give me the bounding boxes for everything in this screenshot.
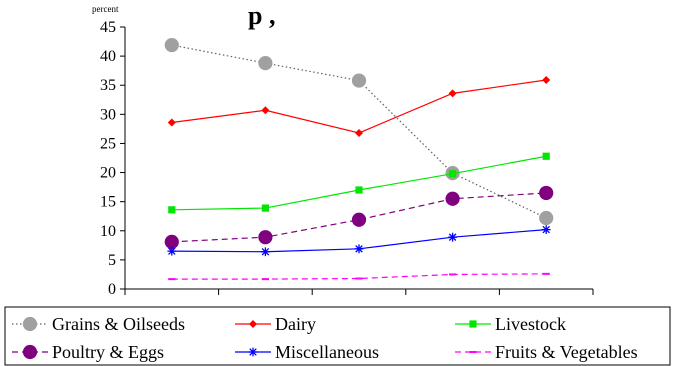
legend-item: Miscellaneous <box>235 342 379 362</box>
data-point <box>258 230 273 245</box>
legend: Grains & Oilseeds Dairy Livestock Poultry &… <box>4 306 671 366</box>
series-layer <box>164 37 554 281</box>
data-point <box>542 152 550 160</box>
data-point <box>354 244 364 254</box>
legend-label: Fruits & Vegetables <box>495 342 638 362</box>
y-tick-label: 45 <box>100 19 116 36</box>
legend-label: Miscellaneous <box>275 342 379 362</box>
legend-item: Fruits & Vegetables <box>455 342 638 362</box>
data-point <box>449 170 457 178</box>
legend-item: Livestock <box>455 314 566 334</box>
y-tick-label: 25 <box>100 135 116 152</box>
data-point <box>445 191 460 206</box>
data-point <box>355 186 363 194</box>
legend-item: Dairy <box>235 314 316 334</box>
series-line <box>171 192 547 243</box>
series-line <box>171 79 547 134</box>
series-miscellaneous <box>167 225 551 257</box>
y-tick-label: 20 <box>100 165 116 182</box>
legend-box <box>4 306 671 366</box>
y-tick-label: 5 <box>108 252 116 269</box>
data-point <box>164 37 179 53</box>
legend-label: Livestock <box>495 314 566 334</box>
data-point <box>351 212 367 227</box>
data-point <box>167 246 177 256</box>
y-tick-label: 10 <box>100 223 116 240</box>
legend-item: Poultry & Eggs <box>12 342 164 362</box>
legend-marker <box>469 320 477 328</box>
data-point <box>541 225 551 235</box>
data-point <box>258 55 273 71</box>
legend-item: Grains & Oilseeds <box>12 314 185 334</box>
data-point <box>539 210 554 226</box>
data-point <box>164 234 179 249</box>
y-tick-label: 40 <box>100 48 116 65</box>
data-point <box>167 118 176 127</box>
series-livestock <box>168 152 550 214</box>
data-point <box>448 232 457 242</box>
y-axis-unit-label: percent <box>92 4 119 14</box>
data-point <box>539 185 554 201</box>
series-fruits-vegetables <box>168 272 550 281</box>
series-poultry-eggs <box>164 185 554 249</box>
legend-marker <box>248 347 258 357</box>
series-dairy <box>167 75 551 137</box>
axes: 0 5 10 15 20 25 30 35 40 45 <box>100 19 594 298</box>
data-point <box>355 128 363 137</box>
data-point <box>542 75 551 84</box>
y-tick-label: 0 <box>108 281 116 298</box>
legend-label: Poultry & Eggs <box>52 342 164 362</box>
y-tick-label: 15 <box>100 194 116 211</box>
series-line <box>171 155 547 211</box>
legend-label: Dairy <box>275 314 316 334</box>
legend-marker <box>22 316 38 332</box>
data-point <box>351 73 367 88</box>
series-line <box>171 44 547 219</box>
data-point <box>168 206 176 214</box>
data-point <box>261 106 270 115</box>
data-point <box>448 89 457 98</box>
y-tick-label: 30 <box>100 106 116 123</box>
series-line <box>171 273 547 280</box>
data-point <box>261 204 269 212</box>
legend-marker <box>22 344 38 360</box>
chart-title-fragment: p , <box>248 1 275 30</box>
y-tick-label: 35 <box>100 77 116 94</box>
legend-label: Grains & Oilseeds <box>52 314 185 334</box>
legend-marker <box>249 320 257 328</box>
data-point <box>261 247 270 257</box>
